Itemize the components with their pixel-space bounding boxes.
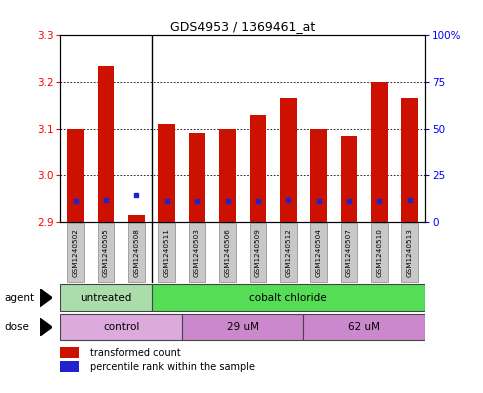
Title: GDS4953 / 1369461_at: GDS4953 / 1369461_at: [170, 20, 315, 33]
Text: GSM1240507: GSM1240507: [346, 228, 352, 277]
FancyBboxPatch shape: [60, 314, 182, 340]
Bar: [250, 115, 266, 222]
Text: percentile rank within the sample: percentile rank within the sample: [89, 362, 255, 372]
FancyBboxPatch shape: [128, 223, 145, 282]
Text: GSM1240503: GSM1240503: [194, 228, 200, 277]
Text: GSM1240508: GSM1240508: [133, 228, 140, 277]
Text: GSM1240502: GSM1240502: [72, 228, 79, 277]
FancyBboxPatch shape: [310, 223, 327, 282]
FancyBboxPatch shape: [158, 223, 175, 282]
FancyBboxPatch shape: [189, 223, 205, 282]
FancyBboxPatch shape: [182, 314, 303, 340]
Bar: [60, 347, 79, 358]
FancyBboxPatch shape: [371, 223, 388, 282]
Bar: [67, 129, 84, 222]
Bar: [371, 82, 388, 222]
FancyBboxPatch shape: [303, 314, 425, 340]
FancyBboxPatch shape: [341, 223, 357, 282]
Text: GSM1240511: GSM1240511: [164, 228, 170, 277]
Text: transformed count: transformed count: [89, 347, 180, 358]
Text: untreated: untreated: [80, 293, 132, 303]
FancyBboxPatch shape: [152, 285, 425, 311]
Text: GSM1240510: GSM1240510: [376, 228, 383, 277]
Text: 62 uM: 62 uM: [348, 322, 380, 332]
Text: 29 uM: 29 uM: [227, 322, 259, 332]
Bar: [341, 136, 357, 222]
Bar: [128, 215, 145, 222]
FancyBboxPatch shape: [219, 223, 236, 282]
FancyBboxPatch shape: [67, 223, 84, 282]
Text: GSM1240512: GSM1240512: [285, 228, 291, 277]
Polygon shape: [40, 318, 52, 336]
Text: dose: dose: [5, 322, 30, 332]
Text: agent: agent: [5, 293, 35, 303]
Text: GSM1240509: GSM1240509: [255, 228, 261, 277]
Text: GSM1240505: GSM1240505: [103, 228, 109, 277]
FancyBboxPatch shape: [250, 223, 266, 282]
Bar: [98, 66, 114, 222]
Bar: [158, 124, 175, 222]
Polygon shape: [40, 289, 52, 307]
FancyBboxPatch shape: [98, 223, 114, 282]
Text: control: control: [103, 322, 139, 332]
Bar: [310, 129, 327, 222]
Bar: [219, 129, 236, 222]
Text: GSM1240504: GSM1240504: [316, 228, 322, 277]
Text: GSM1240513: GSM1240513: [407, 228, 413, 277]
Text: cobalt chloride: cobalt chloride: [250, 293, 327, 303]
Bar: [189, 133, 205, 222]
FancyBboxPatch shape: [401, 223, 418, 282]
Bar: [280, 98, 297, 222]
FancyBboxPatch shape: [280, 223, 297, 282]
Bar: [60, 362, 79, 372]
FancyBboxPatch shape: [60, 285, 152, 311]
Bar: [401, 98, 418, 222]
Text: GSM1240506: GSM1240506: [225, 228, 230, 277]
